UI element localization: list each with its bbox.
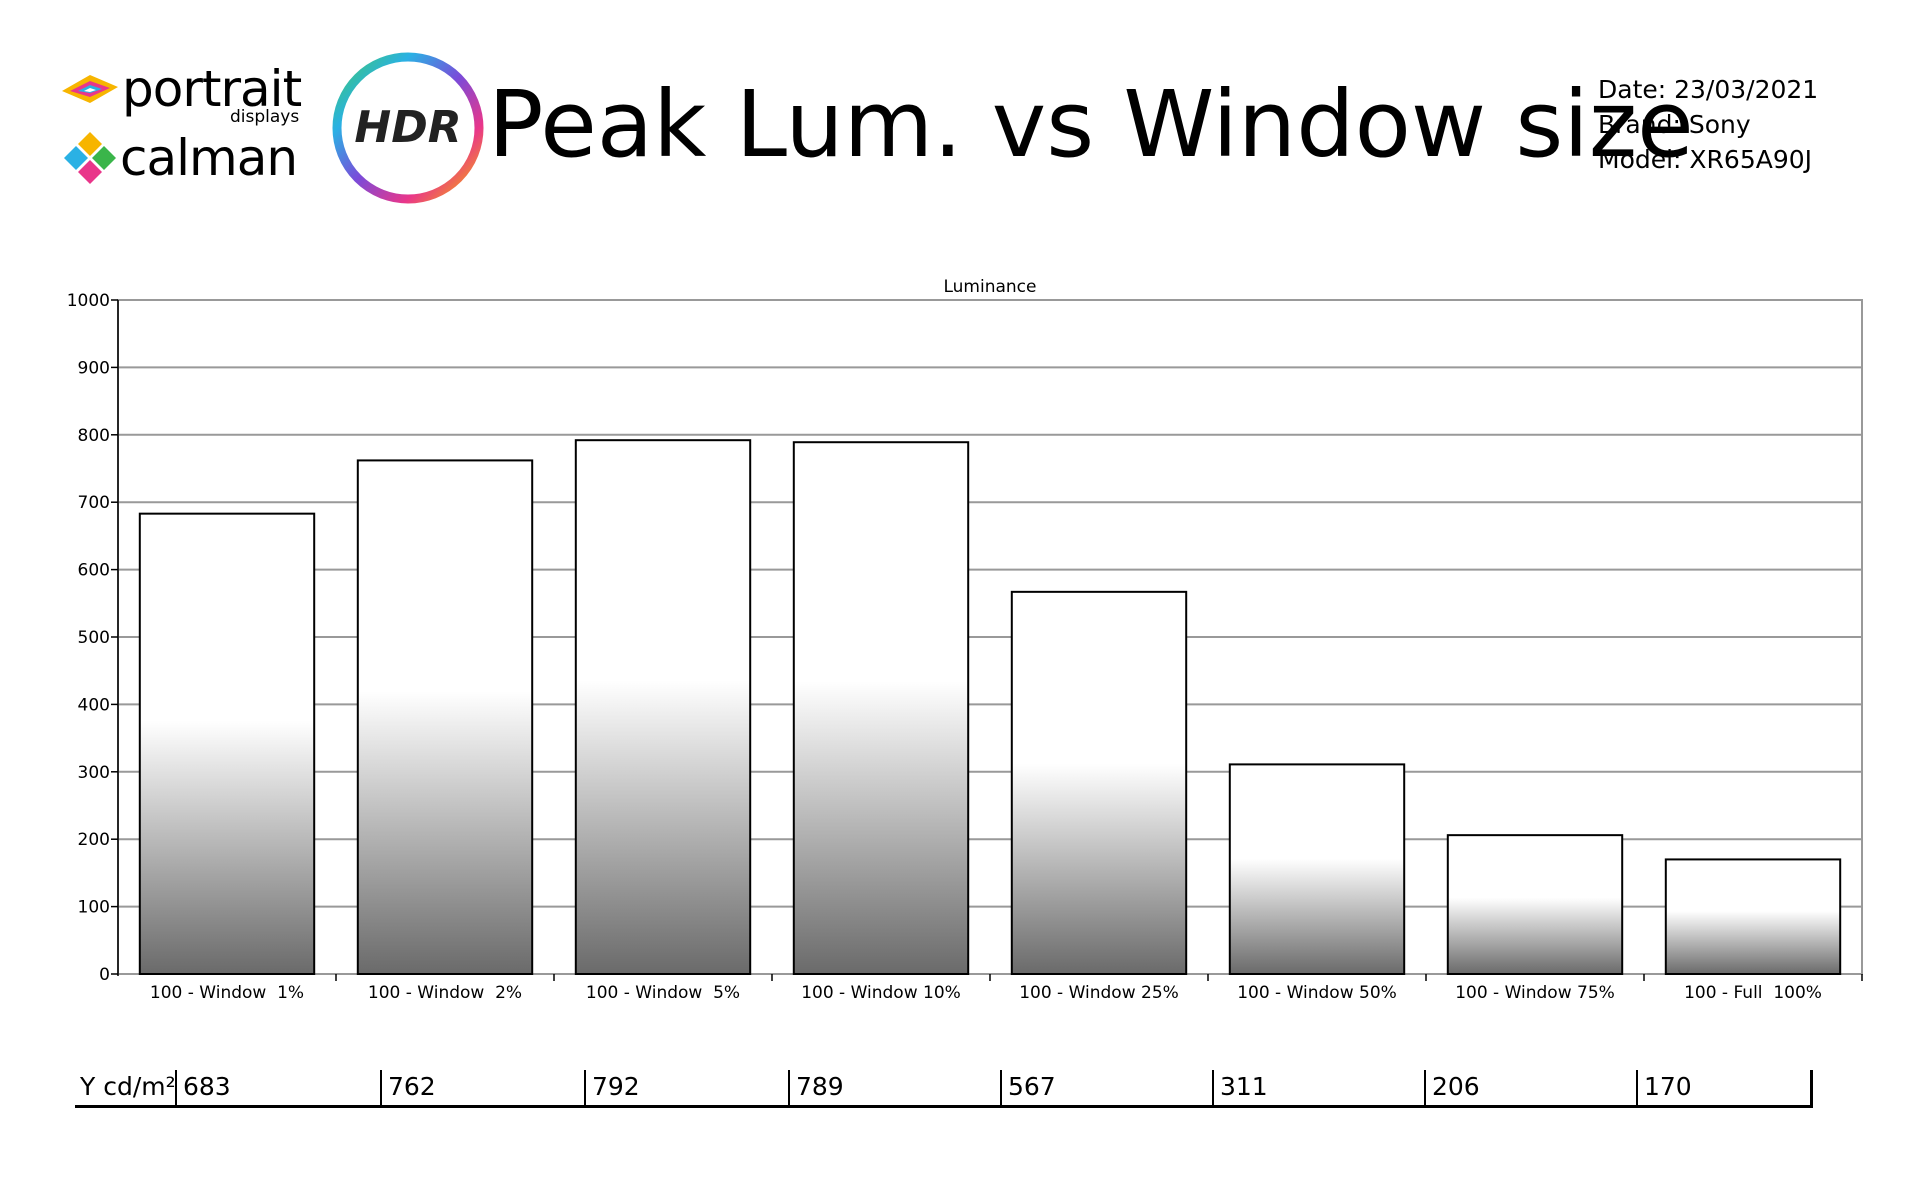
portrait-mark-icon xyxy=(62,75,118,103)
table-bottom-rule xyxy=(75,1105,1812,1108)
y-tick-label: 900 xyxy=(78,358,110,378)
x-tick-label: 100 - Full 100% xyxy=(1684,983,1822,1000)
y-tick-label: 400 xyxy=(78,695,110,715)
table-end-border xyxy=(1810,1070,1813,1108)
luminance-table: Y cd/m² 683 762 792 789 567 311 206 170 xyxy=(0,1060,1920,1120)
y-tick-label: 700 xyxy=(78,493,110,513)
table-row-label: Y cd/m² xyxy=(80,1072,176,1101)
portrait-displays-logo: portrait xyxy=(60,60,302,118)
report-meta: Date: 23/03/2021 Brand: Sony Model: XR65… xyxy=(1598,72,1818,177)
table-cell: 762 xyxy=(388,1072,436,1101)
table-divider xyxy=(175,1070,177,1106)
calman-wordmark: calman xyxy=(120,129,298,187)
y-tick-label: 300 xyxy=(78,763,110,783)
logo-group: portrait displays calman xyxy=(60,62,330,202)
table-divider xyxy=(1212,1070,1214,1106)
bar xyxy=(1228,763,1406,975)
chart-bars xyxy=(138,439,1842,976)
x-tick-label: 100 - Window 1% xyxy=(150,983,304,1000)
x-tick-label: 100 - Window 5% xyxy=(586,983,740,1000)
portrait-wordmark: portrait xyxy=(122,60,302,118)
x-tick-label: 100 - Window 10% xyxy=(801,983,961,1000)
bar xyxy=(574,439,752,975)
y-tick-label: 200 xyxy=(78,830,110,850)
table-cell: 311 xyxy=(1220,1072,1268,1101)
bar xyxy=(356,459,534,976)
table-cell: 792 xyxy=(592,1072,640,1101)
table-cell: 170 xyxy=(1644,1072,1692,1101)
chart-title: Luminance xyxy=(943,277,1036,297)
y-tick-label: 600 xyxy=(78,561,110,581)
table-divider xyxy=(584,1070,586,1106)
table-divider xyxy=(380,1070,382,1106)
table-divider xyxy=(1000,1070,1002,1106)
displays-wordmark: displays xyxy=(230,107,300,127)
calman-logo: calman xyxy=(60,129,298,187)
y-tick-label: 0 xyxy=(99,965,110,985)
bar xyxy=(1664,858,1842,975)
y-tick-label: 100 xyxy=(78,898,110,918)
meta-model: Model: XR65A90J xyxy=(1598,145,1813,174)
page-title: Peak Lum. vs Window size xyxy=(488,71,1694,178)
chart-axes: 0 100 200 300 400 500 600 700 800 900 1000 100 - Wi… xyxy=(67,291,1863,1000)
meta-brand: Brand: Sony xyxy=(1598,110,1751,139)
table-divider xyxy=(1636,1070,1638,1106)
bar xyxy=(138,512,316,976)
bar xyxy=(1010,590,1188,975)
x-tick-label: 100 - Window 25% xyxy=(1019,983,1179,1000)
calman-mark-icon xyxy=(64,132,116,184)
table-cell: 789 xyxy=(796,1072,844,1101)
bar xyxy=(1446,834,1624,975)
table-cell: 683 xyxy=(183,1072,231,1101)
hdr-badge-text: HDR xyxy=(354,102,461,153)
table-cell: 567 xyxy=(1008,1072,1056,1101)
meta-date: Date: 23/03/2021 xyxy=(1598,75,1819,104)
y-tick-label: 800 xyxy=(78,426,110,446)
x-tick-label: 100 - Window 2% xyxy=(368,983,522,1000)
hdr-badge: HDR xyxy=(330,50,486,206)
table-divider xyxy=(1424,1070,1426,1106)
luminance-bar-chart: Luminance 0 100 200 300 400 500 600 700 800 900 10… xyxy=(67,277,1863,1000)
x-tick-label: 100 - Window 50% xyxy=(1237,983,1397,1000)
table-divider xyxy=(788,1070,790,1106)
table-cell: 206 xyxy=(1432,1072,1480,1101)
y-tick-label: 500 xyxy=(78,628,110,648)
x-tick-label: 100 - Window 75% xyxy=(1455,983,1615,1000)
y-tick-label: 1000 xyxy=(67,291,110,311)
bar xyxy=(792,441,970,976)
